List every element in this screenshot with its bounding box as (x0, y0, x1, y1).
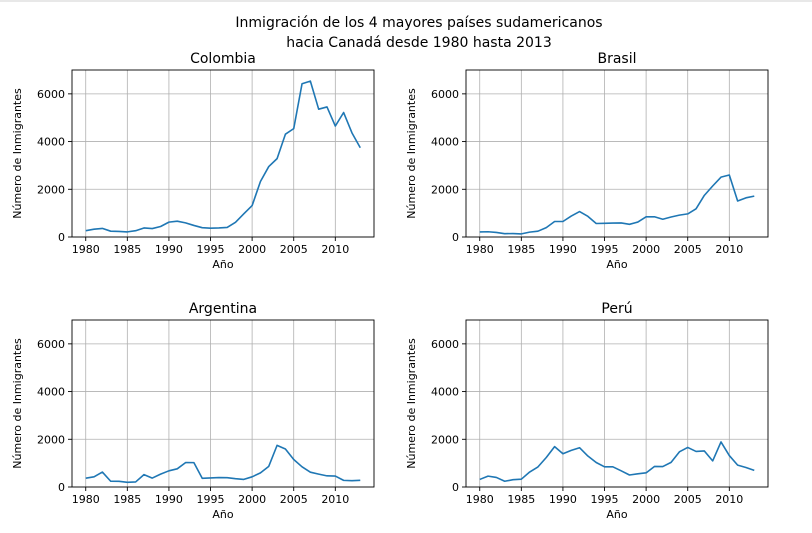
x-axis-label: Año (212, 258, 233, 271)
axes-frame (465, 69, 769, 238)
x-tick-label: 1985 (507, 243, 535, 256)
y-axis-label: Número de Inmigrantes (405, 338, 418, 469)
y-tick-label: 2000 (37, 433, 65, 446)
axes-frame (465, 319, 769, 488)
subplot-2: 1980 1985 1990 1995 2000 2005 2010 0 2000 4000 600… (11, 301, 375, 521)
series-line (85, 80, 361, 233)
series-line (85, 444, 361, 484)
x-tick-label: 2010 (321, 243, 349, 256)
subplot-title: Perú (601, 301, 632, 317)
y-tick-label: 0 (58, 231, 65, 244)
y-tick-label: 6000 (37, 88, 65, 101)
y-tick-label: 0 (58, 481, 65, 494)
x-tick-label: 1995 (197, 243, 225, 256)
y-axis-label: Número de Inmigrantes (11, 338, 24, 469)
x-axis-label: Año (212, 508, 233, 521)
y-tick-label: 6000 (431, 88, 459, 101)
x-tick-label: 1980 (466, 243, 494, 256)
x-tick-label: 2005 (674, 243, 702, 256)
y-axis-label: Número de Inmigrantes (405, 88, 418, 219)
series-line (479, 441, 755, 483)
x-tick-label: 2010 (715, 243, 743, 256)
x-tick-label: 1990 (549, 243, 577, 256)
series-line (479, 174, 755, 235)
x-tick-label: 1980 (72, 243, 100, 256)
x-tick-label: 2010 (321, 493, 349, 506)
y-tick-label: 0 (452, 231, 459, 244)
x-tick-label: 1995 (591, 243, 619, 256)
x-tick-label: 2000 (238, 493, 266, 506)
y-tick-label: 4000 (37, 136, 65, 149)
y-tick-label: 4000 (431, 386, 459, 399)
x-axis-label: Año (606, 258, 627, 271)
x-tick-label: 1990 (155, 243, 183, 256)
subplot-0: 1980 1985 1990 1995 2000 2005 2010 0 2000 4000 600… (11, 51, 375, 271)
y-tick-label: 6000 (37, 338, 65, 351)
x-tick-label: 2000 (632, 493, 660, 506)
x-tick-label: 1995 (197, 493, 225, 506)
x-tick-label: 1985 (113, 243, 141, 256)
y-tick-label: 2000 (431, 183, 459, 196)
axes-frame (71, 69, 375, 238)
x-tick-label: 2010 (715, 493, 743, 506)
x-axis-label: Año (606, 508, 627, 521)
axes-frame (71, 319, 375, 488)
suptitle-line1: Inmigración de los 4 mayores países suda… (235, 15, 602, 31)
x-tick-label: 1995 (591, 493, 619, 506)
x-tick-label: 1980 (72, 493, 100, 506)
x-tick-label: 1990 (549, 493, 577, 506)
x-tick-label: 1990 (155, 493, 183, 506)
x-tick-label: 2005 (280, 493, 308, 506)
subplot-title: Brasil (597, 51, 636, 67)
y-axis-label: Número de Inmigrantes (11, 88, 24, 219)
subplot-1: 1980 1985 1990 1995 2000 2005 2010 0 2000 4000 600… (405, 51, 769, 271)
subplot-3: 1980 1985 1990 1995 2000 2005 2010 0 2000 4000 600… (405, 301, 769, 521)
y-tick-label: 6000 (431, 338, 459, 351)
y-tick-label: 4000 (37, 386, 65, 399)
x-tick-label: 2005 (674, 493, 702, 506)
y-tick-label: 0 (452, 481, 459, 494)
x-tick-label: 1985 (113, 493, 141, 506)
subplot-title: Argentina (189, 301, 257, 317)
x-tick-label: 2000 (238, 243, 266, 256)
subplot-title: Colombia (190, 51, 256, 67)
top-border (0, 0, 812, 2)
x-tick-label: 2005 (280, 243, 308, 256)
x-tick-label: 1980 (466, 493, 494, 506)
x-tick-label: 1985 (507, 493, 535, 506)
y-tick-label: 2000 (431, 433, 459, 446)
y-tick-label: 2000 (37, 183, 65, 196)
y-tick-label: 4000 (431, 136, 459, 149)
x-tick-label: 2000 (632, 243, 660, 256)
suptitle-line2: hacia Canadá desde 1980 hasta 2013 (286, 35, 552, 51)
